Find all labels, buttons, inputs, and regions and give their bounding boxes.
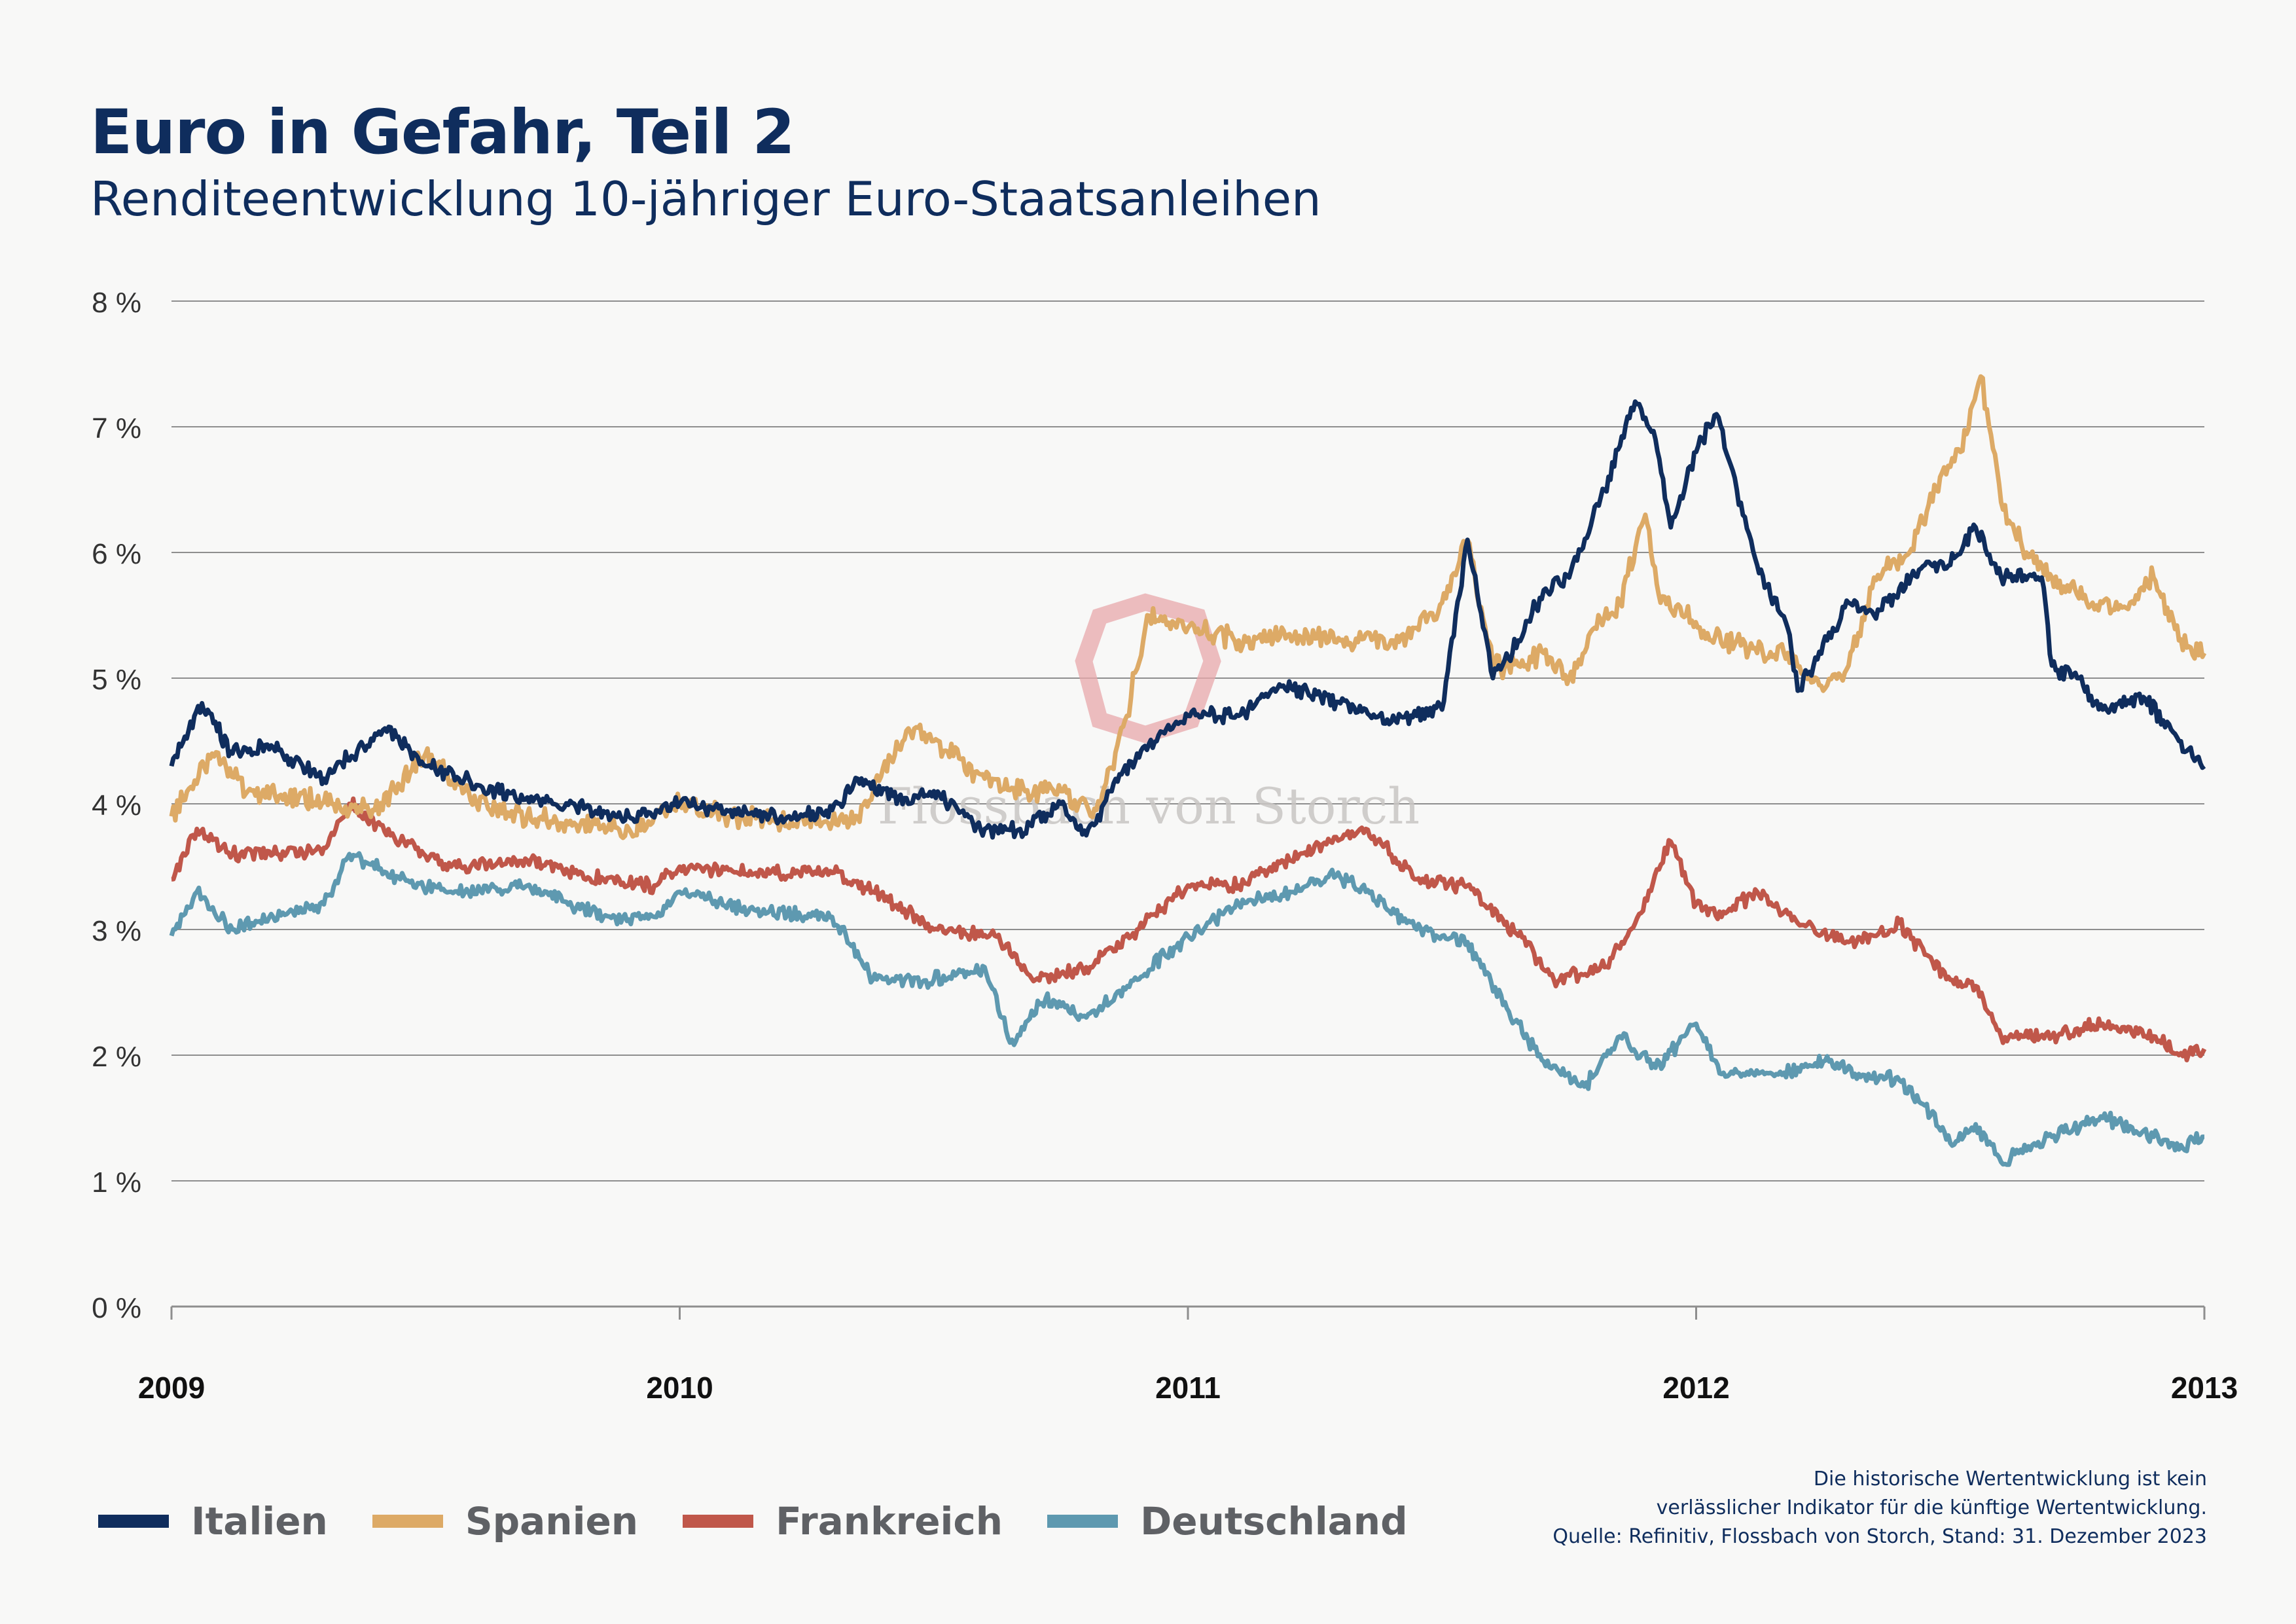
legend-label: Deutschland [1140,1499,1408,1543]
x-tick-label: 2010 [646,1371,713,1405]
x-tick-label: 2011 [1155,1371,1221,1405]
y-tick-label: 1 % [92,1166,141,1199]
y-tick-label: 2 % [92,1041,141,1073]
watermark-text: Flossbach von Storch [878,777,1420,835]
y-tick-label: 6 % [92,538,141,570]
chart-subtitle: Renditeentwicklung 10-jähriger Euro-Staa… [90,171,1321,226]
legend-item-frankreich: Frankreich [683,1499,1003,1543]
legend-label: Spanien [465,1499,639,1543]
legend-label: Frankreich [776,1499,1003,1543]
legend-swatch [372,1515,443,1528]
x-tick-label: 2012 [1662,1371,1729,1405]
x-tick-label: 2009 [138,1371,205,1405]
x-axis [170,1305,2206,1320]
legend-label: Italien [191,1499,328,1543]
disclaimer-line-1: Die historische Wertentwicklung ist kein [1813,1468,2207,1490]
axis-labels: 0 % 1 % 2 % 3 % 4 % 5 % 6 % 7 % 8 % 2009 2010 2011 2… [92,287,2238,1405]
y-tick-label: 7 % [92,412,141,444]
disclaimer-line-2: verlässlicher Indikator für die künftige… [1656,1496,2207,1519]
series-line-italien [169,399,2206,840]
grid-lines [171,300,2204,1182]
legend-swatch [683,1515,754,1528]
legend-swatch [98,1515,169,1528]
legend-swatch [1047,1515,1119,1528]
series-line-frankreich [171,796,2207,1062]
series-line-deutschland [169,851,2205,1167]
legend-item-italien: Italien [98,1499,328,1543]
x-tick-label: 2013 [2171,1371,2238,1405]
y-tick-label: 8 % [92,287,141,319]
series-lines [169,374,2207,1167]
legend-item-spanien: Spanien [372,1499,638,1543]
legend-item-deutschland: Deutschland [1047,1499,1408,1543]
y-tick-label: 0 % [92,1292,141,1324]
source-line: Quelle: Refinitiv, Flossbach von Storch,… [1552,1525,2207,1548]
series-line-spanien [169,374,2207,840]
chart-title: Euro in Gefahr, Teil 2 [90,97,795,168]
y-tick-label: 4 % [92,789,141,821]
y-tick-label: 3 % [92,915,141,947]
source-note: Die historische Wertentwicklung ist kein… [1552,1465,2207,1551]
watermark: Flossbach von Storch [878,593,1420,835]
legend: Italien Spanien Frankreich Deutschland [98,1499,1452,1543]
y-tick-label: 5 % [92,664,141,696]
